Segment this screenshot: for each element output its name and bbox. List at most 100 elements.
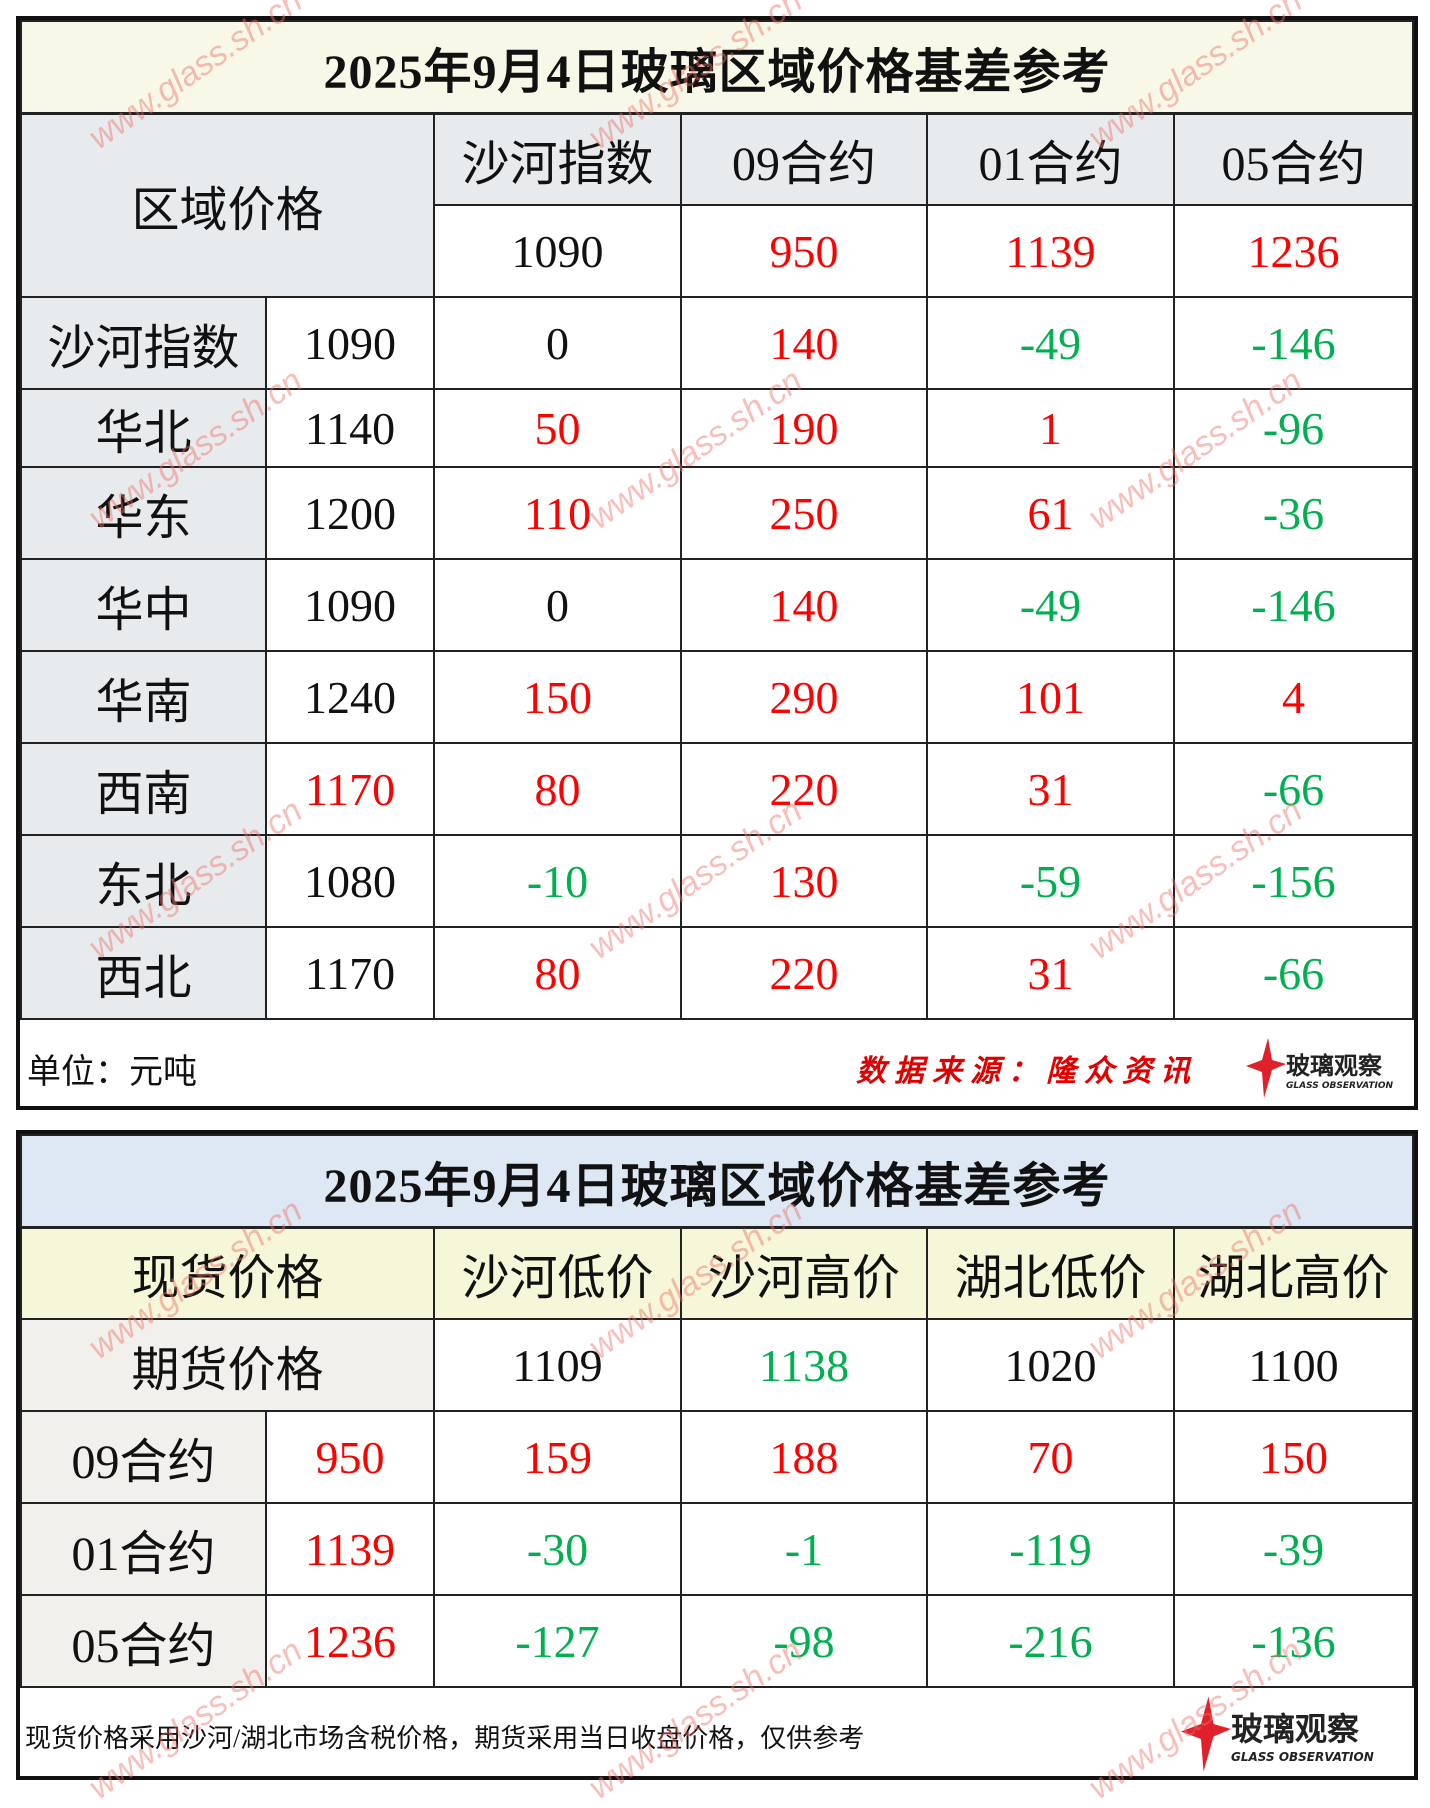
table1-title: 2025年9月4日玻璃区域价格基差参考 (20, 20, 1414, 115)
value-cell: -39 (1173, 1502, 1414, 1596)
value-cell: -49 (926, 296, 1175, 390)
value-cell: 950 (680, 204, 928, 298)
table-row: 华中 1090 0 140 -49 -146 (20, 558, 1414, 652)
value-cell: -10 (433, 834, 682, 928)
table-row: 沙河指数 1090 0 140 -49 -146 (20, 296, 1414, 390)
contract-label: 05合约 (20, 1594, 267, 1688)
value-cell: 188 (680, 1410, 928, 1504)
value-cell: 220 (680, 926, 928, 1020)
value-cell: 950 (265, 1410, 435, 1504)
table2-title: 2025年9月4日玻璃区域价格基差参考 (20, 1134, 1414, 1229)
column-header: 09合约 (680, 112, 928, 206)
region-label: 华中 (20, 558, 267, 652)
region-label: 华南 (20, 650, 267, 744)
value-cell: 290 (680, 650, 928, 744)
value-cell: 110 (433, 466, 682, 560)
contract-label: 09合约 (20, 1410, 267, 1504)
value-cell: -119 (926, 1502, 1175, 1596)
value-cell: -98 (680, 1594, 928, 1688)
value-cell: 159 (433, 1410, 682, 1504)
table-row: 东北 1080 -10 130 -59 -156 (20, 834, 1414, 928)
futures-price-label: 期货价格 (20, 1318, 435, 1412)
value-cell: -1 (680, 1502, 928, 1596)
value-cell: 1090 (433, 204, 682, 298)
region-label: 华北 (20, 388, 267, 468)
glass-observation-logo: 玻璃观察 GLASS OBSERVATION (1246, 1038, 1393, 1098)
value-cell: 0 (433, 558, 682, 652)
value-cell: 0 (433, 296, 682, 390)
glass-observation-logo: 玻璃观察 GLASS OBSERVATION (1181, 1694, 1374, 1774)
value-cell: 1236 (1173, 204, 1414, 298)
value-cell: 140 (680, 558, 928, 652)
corner-label: 区域价格 (20, 112, 435, 298)
table-row: 华南 1240 150 290 101 4 (20, 650, 1414, 744)
value-cell: 1139 (265, 1502, 435, 1596)
value-cell: -49 (926, 558, 1175, 652)
value-cell: -59 (926, 834, 1175, 928)
value-cell: 31 (926, 926, 1175, 1020)
value-cell: -136 (1173, 1594, 1414, 1688)
value-cell: 70 (926, 1410, 1175, 1504)
value-cell: 1170 (265, 926, 435, 1020)
value-cell: 1200 (265, 466, 435, 560)
value-cell: 1080 (265, 834, 435, 928)
value-cell: 50 (433, 388, 682, 468)
table-row: 09合约 950 159 188 70 150 (20, 1410, 1414, 1504)
spot-price-label: 现货价格 (20, 1226, 435, 1320)
value-cell: -36 (1173, 466, 1414, 560)
value-cell: 1100 (1173, 1318, 1414, 1412)
table-row: 西北 1170 80 220 31 -66 (20, 926, 1414, 1020)
unit-label: 单位：元吨 (27, 1054, 197, 1091)
region-label: 西南 (20, 742, 267, 836)
source-label: 数据来源：隆众资讯 (856, 1055, 1198, 1088)
value-cell: 140 (680, 296, 928, 390)
red-star-icon (1246, 1038, 1286, 1098)
value-cell: 1170 (265, 742, 435, 836)
column-header: 沙河高价 (680, 1226, 928, 1320)
value-cell: -66 (1173, 926, 1414, 1020)
column-header: 沙河指数 (433, 112, 682, 206)
reference-price-row: 1090 950 1139 1236 (21, 204, 1414, 298)
spot-futures-basis-table: 2025年9月4日玻璃区域价格基差参考 现货价格 沙河低价 沙河高价 湖北低价 … (16, 1130, 1418, 1780)
value-cell: -156 (1173, 834, 1414, 928)
value-cell: -66 (1173, 742, 1414, 836)
column-header: 湖北高价 (1173, 1226, 1414, 1320)
column-header: 沙河低价 (433, 1226, 682, 1320)
region-label: 华东 (20, 466, 267, 560)
value-cell: 220 (680, 742, 928, 836)
region-label: 东北 (20, 834, 267, 928)
value-cell: 1139 (926, 204, 1175, 298)
value-cell: -146 (1173, 558, 1414, 652)
red-star-icon (1181, 1696, 1231, 1772)
value-cell: 1109 (433, 1318, 682, 1412)
note-label: 现货价格采用沙河/湖北市场含税价格，期货采用当日收盘价格，仅供参考 (25, 1724, 865, 1753)
value-cell: 150 (433, 650, 682, 744)
value-cell: -30 (433, 1502, 682, 1596)
table-row: 华东 1200 110 250 61 -36 (20, 466, 1414, 560)
value-cell: 1240 (265, 650, 435, 744)
spot-price-row: 期货价格 1109 1138 1020 1100 (20, 1318, 1414, 1412)
value-cell: -96 (1173, 388, 1414, 468)
contract-label: 01合约 (20, 1502, 267, 1596)
table-row: 05合约 1236 -127 -98 -216 -136 (20, 1594, 1414, 1688)
column-header: 01合约 (926, 112, 1175, 206)
regional-basis-table: 2025年9月4日玻璃区域价格基差参考 区域价格 沙河指数 09合约 01合约 … (16, 16, 1418, 1110)
table-row: 华北 1140 50 190 1 -96 (20, 388, 1414, 468)
value-cell: 150 (1173, 1410, 1414, 1504)
value-cell: 101 (926, 650, 1175, 744)
column-header: 湖北低价 (926, 1226, 1175, 1320)
value-cell: 1 (926, 388, 1175, 468)
value-cell: 4 (1173, 650, 1414, 744)
value-cell: 190 (680, 388, 928, 468)
value-cell: 31 (926, 742, 1175, 836)
region-label: 沙河指数 (20, 296, 267, 390)
value-cell: 61 (926, 466, 1175, 560)
value-cell: 80 (433, 742, 682, 836)
table2-footer: 现货价格采用沙河/湖北市场含税价格，期货采用当日收盘价格，仅供参考 玻璃观察 GL… (21, 1686, 1413, 1779)
value-cell: 250 (680, 466, 928, 560)
value-cell: 1140 (265, 388, 435, 468)
value-cell: 130 (680, 834, 928, 928)
value-cell: -216 (926, 1594, 1175, 1688)
column-header: 05合约 (1173, 112, 1414, 206)
value-cell: -146 (1173, 296, 1414, 390)
